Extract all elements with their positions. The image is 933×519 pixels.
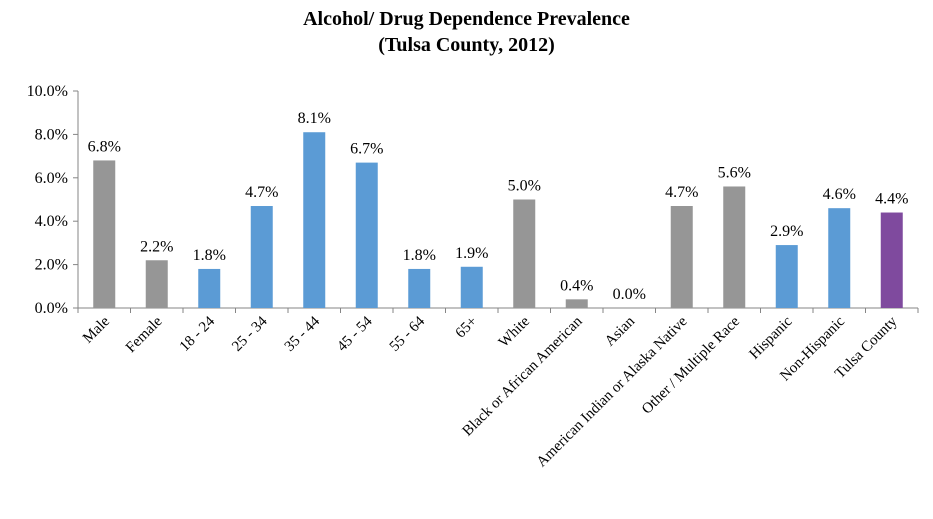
bar <box>408 268 431 308</box>
bar <box>250 206 273 308</box>
y-tick-label: 6.0% <box>35 170 68 187</box>
bar <box>198 268 221 308</box>
chart-title: Alcohol/ Drug Dependence Prevalence <box>303 8 630 30</box>
bar <box>513 199 536 308</box>
category-label: Asian <box>602 313 638 349</box>
category-label: Female <box>123 313 166 356</box>
bar <box>565 299 588 308</box>
y-tick-label: 4.0% <box>35 213 68 230</box>
category-label: 25 - 34 <box>229 313 271 355</box>
y-tick-label: 8.0% <box>35 126 68 143</box>
data-label: 1.8% <box>403 247 436 264</box>
data-label: 0.0% <box>613 286 646 303</box>
data-label: 1.9% <box>455 245 488 262</box>
bar <box>670 206 693 308</box>
y-tick-label: 2.0% <box>35 257 68 274</box>
data-label: 4.7% <box>245 184 278 201</box>
data-label: 5.0% <box>508 178 541 195</box>
data-label: 2.9% <box>770 223 803 240</box>
chart-subtitle: (Tulsa County, 2012) <box>378 34 555 56</box>
bar <box>775 245 798 308</box>
bar <box>145 260 168 308</box>
data-label: 4.6% <box>823 186 856 203</box>
data-label: 4.7% <box>665 184 698 201</box>
data-label: 0.4% <box>560 277 593 294</box>
bar <box>355 162 378 308</box>
data-label: 1.8% <box>193 247 226 264</box>
category-label: Other / Multiple Race <box>639 313 743 417</box>
data-label: 6.7% <box>350 141 383 158</box>
category-label: 65+ <box>453 314 481 342</box>
category-label: 18 - 24 <box>177 313 219 355</box>
category-label: Hispanic <box>747 313 796 362</box>
bar <box>880 212 903 308</box>
y-tick-label: 0.0% <box>35 300 68 317</box>
data-label: 5.6% <box>718 164 751 181</box>
bar <box>723 186 746 308</box>
chart-title-block: Alcohol/ Drug Dependence Prevalence (Tul… <box>0 6 933 58</box>
category-label: Male <box>80 313 113 346</box>
data-label: 4.4% <box>875 191 908 208</box>
data-label: 2.2% <box>140 238 173 255</box>
bar <box>828 208 851 308</box>
category-label: 45 - 54 <box>334 313 376 355</box>
category-label: White <box>496 313 533 350</box>
bar <box>93 160 116 308</box>
bar <box>460 266 483 308</box>
bar <box>303 132 326 308</box>
data-label: 8.1% <box>298 110 331 127</box>
category-label: 55 - 64 <box>387 313 429 355</box>
data-label: 6.8% <box>88 138 121 155</box>
y-tick-label: 10.0% <box>27 83 68 100</box>
category-label: 35 - 44 <box>282 313 324 355</box>
